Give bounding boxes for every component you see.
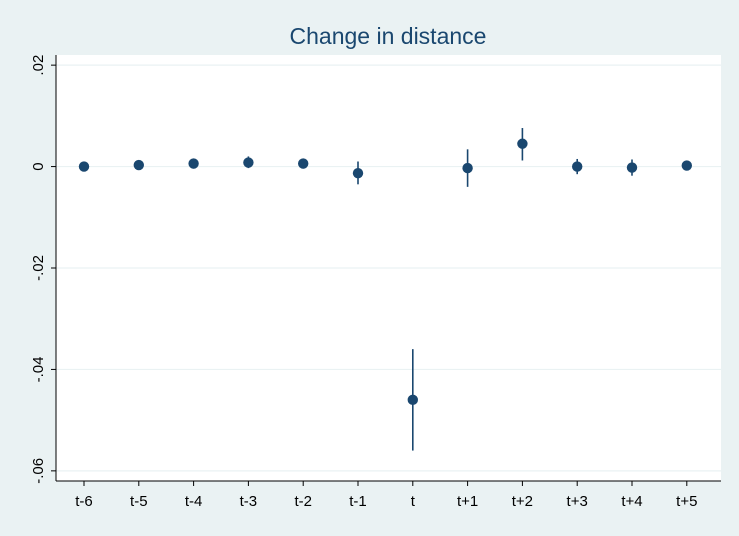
y-tick-label: -.04: [30, 356, 47, 382]
y-tick-labels: .02 0 -.02 -.04 -.06: [30, 55, 47, 484]
data-points: [78, 138, 692, 406]
x-tick-labels: t-6 t-5 t-4 t-3 t-2 t-1 t t+1 t+2 t+3 t+4 t+5: [75, 493, 697, 510]
x-tick-label: t-6: [75, 493, 93, 510]
y-tick-label: -.06: [30, 458, 47, 484]
data-point: [681, 160, 692, 171]
chart-title: Change in distance: [290, 23, 487, 49]
x-tick-label: t-2: [294, 493, 312, 510]
x-tick-label: t+1: [457, 493, 478, 510]
x-tick-label: t+2: [512, 493, 533, 510]
x-tick-label: t-4: [185, 493, 203, 510]
data-point: [78, 161, 90, 172]
data-point: [517, 138, 528, 149]
data-point: [626, 162, 638, 173]
x-tick-label: t: [411, 493, 416, 510]
data-point: [243, 157, 254, 168]
axes: [51, 55, 721, 486]
x-tick-label: t+5: [676, 493, 697, 510]
data-point: [352, 167, 364, 179]
data-point: [572, 161, 583, 172]
y-tick-label: -.02: [30, 255, 47, 281]
x-tick-label: t+3: [567, 493, 588, 510]
data-point: [462, 162, 473, 174]
data-point: [133, 159, 144, 171]
x-tick-label: t-1: [349, 493, 367, 510]
y-tick-label: .02: [30, 55, 47, 76]
data-point: [188, 158, 199, 169]
data-point: [298, 158, 309, 169]
x-tick-label: t-5: [130, 493, 148, 510]
grid-lines: [56, 64, 721, 472]
data-point: [407, 394, 418, 406]
x-tick-label: t+4: [621, 493, 642, 510]
y-tick-label: 0: [30, 162, 47, 170]
x-tick-label: t-3: [240, 493, 258, 510]
